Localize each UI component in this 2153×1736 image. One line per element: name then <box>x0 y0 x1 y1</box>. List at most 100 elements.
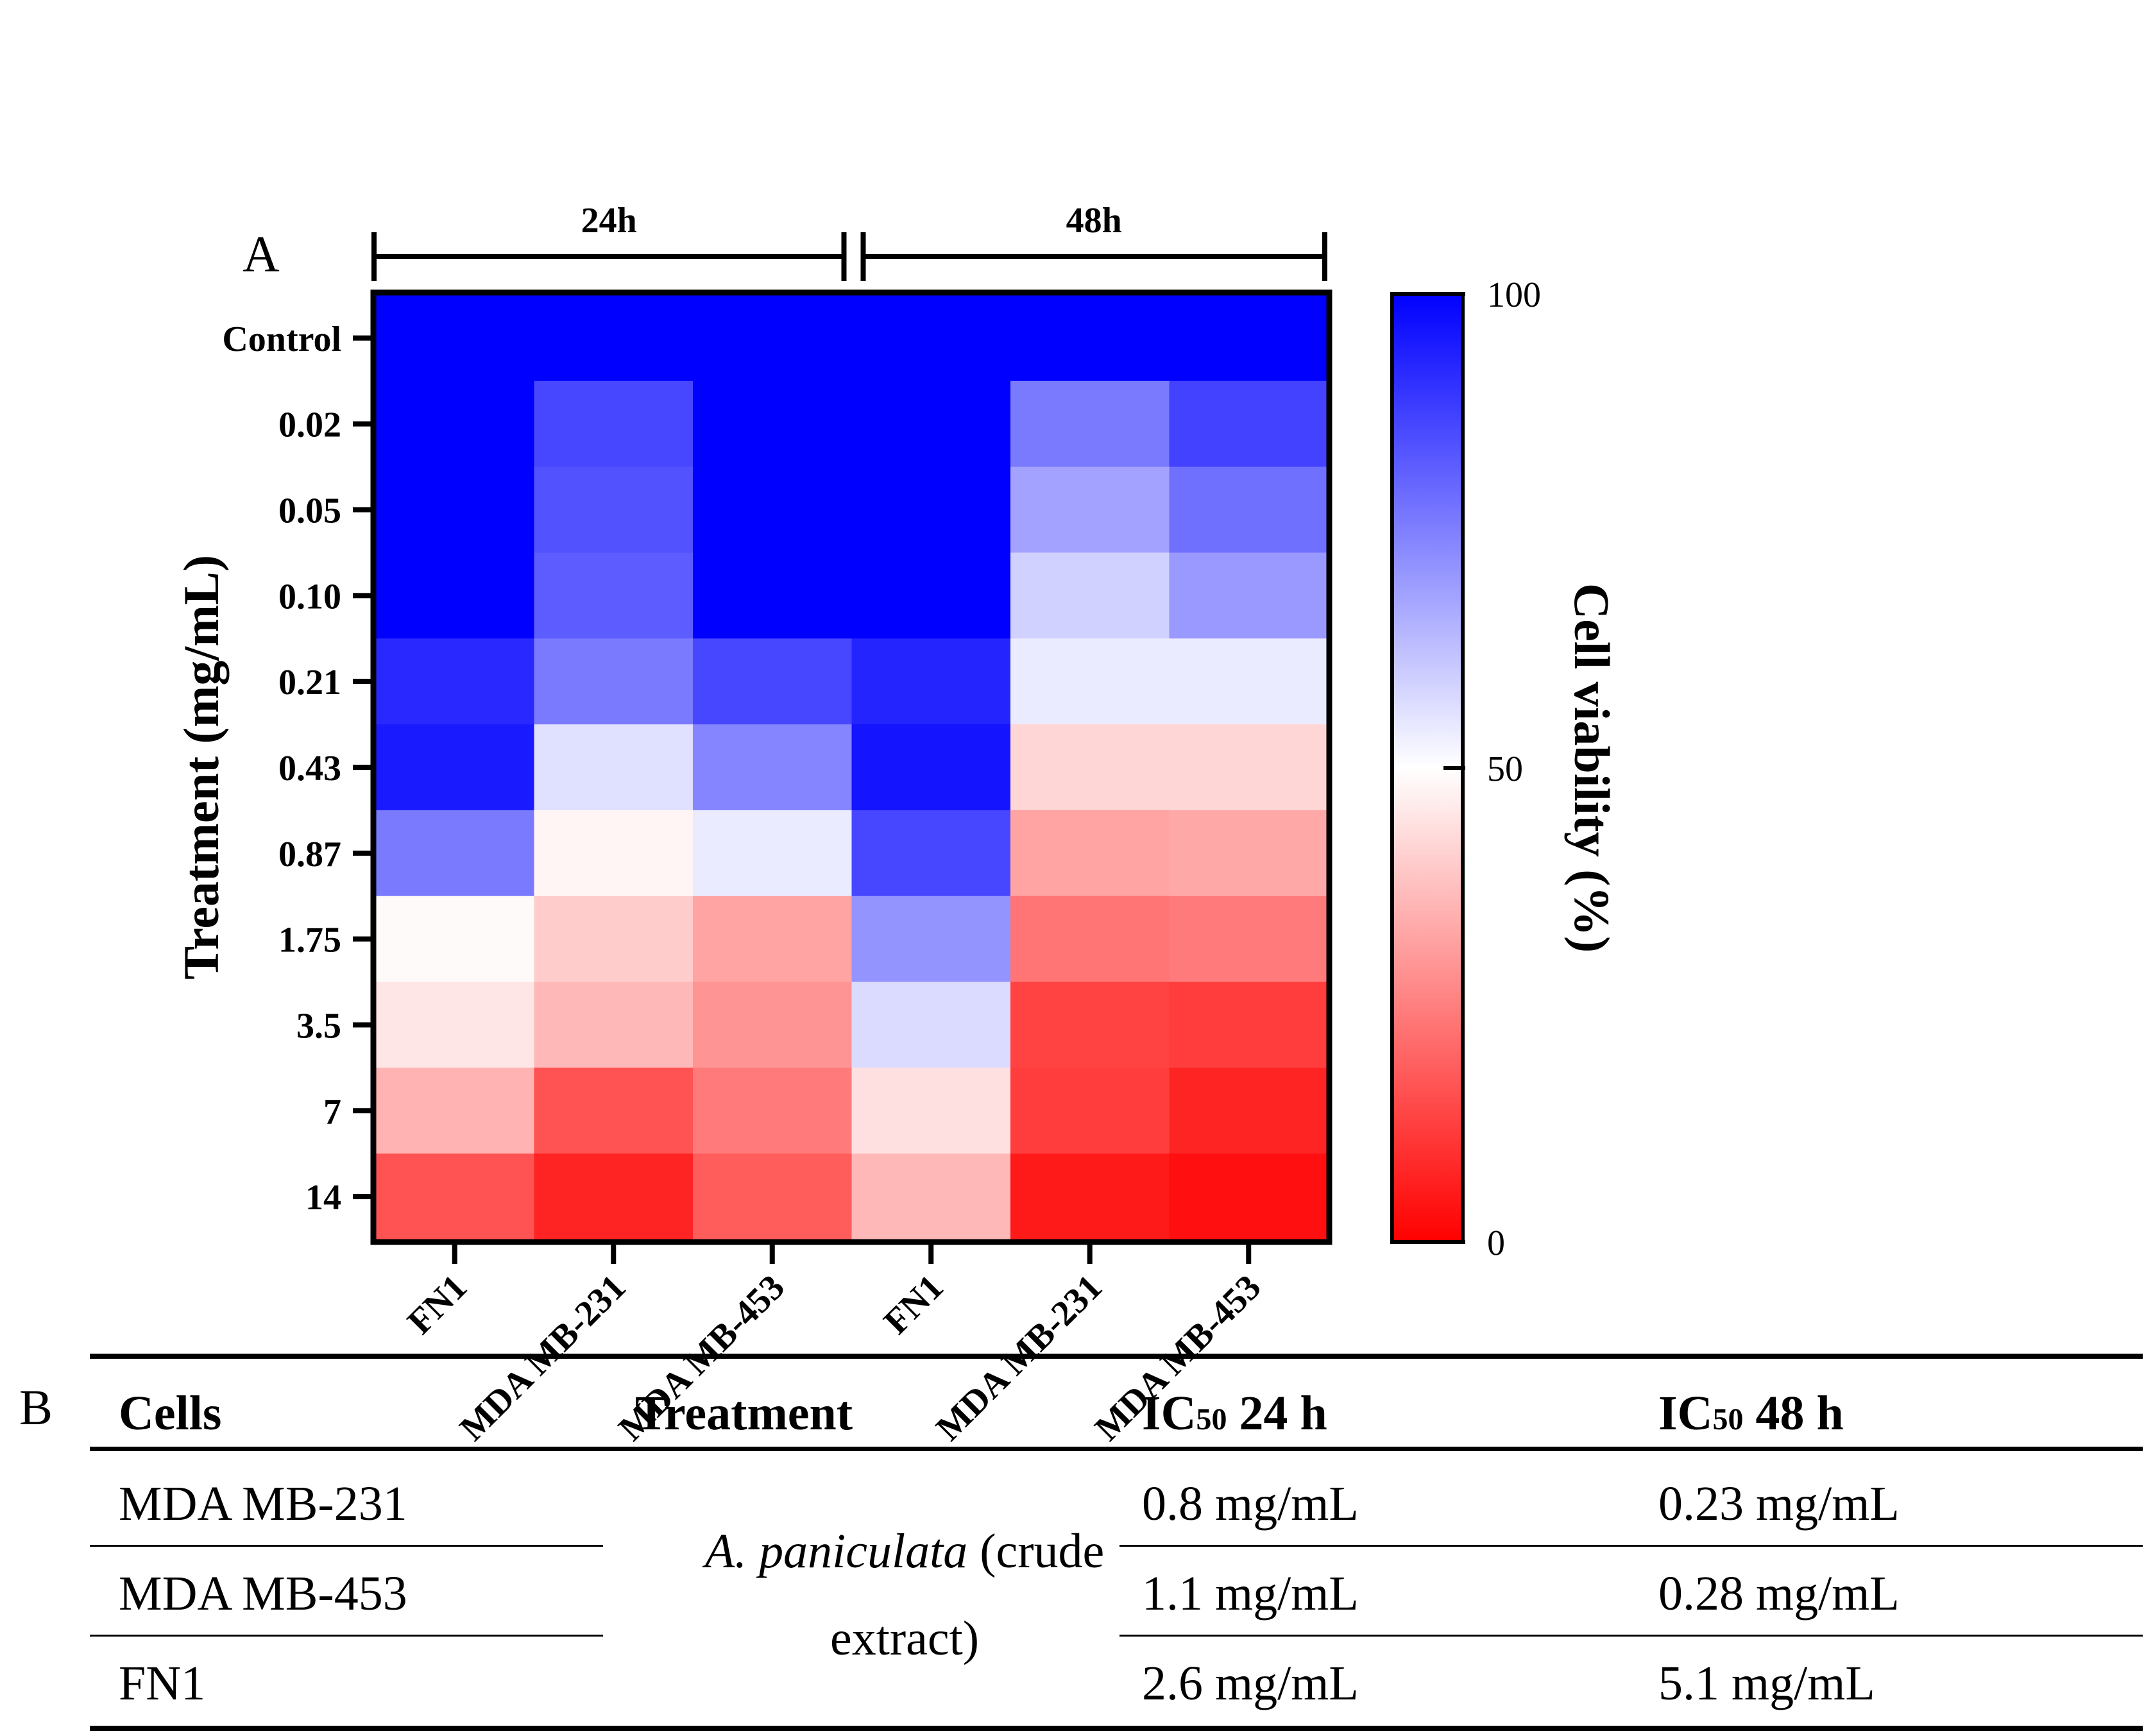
heatmap-cell <box>851 1068 1011 1154</box>
heatmap-cell <box>693 295 853 382</box>
row-ic24: 2.6 mg/mL <box>1142 1656 1359 1710</box>
heatmap-cell <box>375 380 535 468</box>
panel-b-label: B <box>19 1379 53 1435</box>
heatmap-cell <box>534 466 694 554</box>
ic24-prefix: IC <box>1142 1386 1196 1440</box>
heatmap-cell <box>534 724 694 811</box>
y-tick-label: 0.21 <box>278 663 341 702</box>
y-tick-label: 0.87 <box>278 835 341 874</box>
treatment-line-2: extract) <box>830 1612 980 1665</box>
ic24-subscript: 50 <box>1196 1402 1227 1436</box>
group-brackets: 24h 48h <box>371 201 1327 281</box>
heatmap-cell <box>375 1068 535 1154</box>
y-tick-label: 7 <box>323 1092 341 1132</box>
heatmap-cell <box>851 1153 1011 1240</box>
colorbar-tick-label: 50 <box>1487 749 1523 789</box>
y-tick-label: 0.43 <box>278 749 341 788</box>
heatmap-cell <box>851 552 1011 640</box>
heatmap-cell <box>1169 982 1329 1069</box>
y-tick-group: Control 0.02 0.05 0.10 0.21 0.43 0.87 1.75 3.5 7 1… <box>222 319 373 1218</box>
heatmap-cell <box>534 1068 694 1154</box>
y-tick-label: 0.02 <box>278 405 341 445</box>
heatmap-cell <box>693 724 853 811</box>
heatmap-cell <box>693 810 853 897</box>
heatmap-cell <box>534 295 694 382</box>
header-ic50-24h: IC50 24 h <box>1142 1389 1327 1438</box>
ic48-subscript: 50 <box>1712 1402 1744 1436</box>
heatmap-cell <box>1169 552 1329 640</box>
heatmap-cell <box>693 380 853 468</box>
row-cell-name: FN1 <box>119 1656 206 1710</box>
heatmap-cell <box>375 896 535 983</box>
treatment-line-1-rest: (crude <box>967 1524 1105 1578</box>
heatmap-cell <box>1169 380 1329 468</box>
heatmap-cell <box>693 1068 853 1154</box>
heatmap-cell <box>693 638 853 725</box>
row-ic24: 0.8 mg/mL <box>1142 1477 1359 1531</box>
heatmap-cell <box>851 810 1011 897</box>
treatment-cell: A. paniculata (crude extract) <box>616 1508 1193 1682</box>
heatmap-cell <box>375 982 535 1069</box>
heatmap-cell <box>1010 552 1170 640</box>
y-tick-label: 1.75 <box>278 921 341 960</box>
heatmap-cell <box>1010 466 1170 554</box>
ic48-suffix: 48 h <box>1743 1386 1844 1440</box>
heatmap-cell <box>1169 295 1329 382</box>
table-bottom-rule <box>90 1726 2143 1731</box>
row-ic48: 5.1 mg/mL <box>1658 1656 1875 1710</box>
row-ic24: 1.1 mg/mL <box>1142 1567 1359 1621</box>
header-treatment: Treatment <box>635 1386 853 1440</box>
heatmap-cell <box>693 982 853 1069</box>
heatmap-cell <box>375 638 535 725</box>
row-divider-right <box>1119 1545 2143 1547</box>
y-tick-label: 14 <box>305 1178 341 1218</box>
x-tick-label: FN1 <box>400 1267 475 1341</box>
row-ic48: 0.28 mg/mL <box>1658 1567 1900 1621</box>
heatmap-cell <box>534 810 694 897</box>
row-cell-name: MDA MB-231 <box>119 1477 407 1531</box>
heatmap-cell <box>534 896 694 983</box>
ic24-suffix: 24 h <box>1227 1386 1327 1440</box>
heatmap-cell <box>851 380 1011 468</box>
heatmap-cell <box>1169 896 1329 983</box>
colorbar-ticks: 100 50 0 <box>1443 275 1541 1263</box>
group-label: 48h <box>1066 201 1122 241</box>
heatmap-cell <box>851 896 1011 983</box>
heatmap-cell <box>1010 810 1170 897</box>
y-tick-label: Control <box>222 319 341 359</box>
y-tick-label: 0.05 <box>278 491 341 531</box>
heatmap-cell <box>375 810 535 897</box>
heatmap-cell <box>1169 1068 1329 1154</box>
y-tick-label: 0.10 <box>278 577 341 617</box>
heatmap-cell <box>1010 295 1170 382</box>
group-label: 24h <box>581 201 637 241</box>
row-divider-right <box>1119 1635 2143 1637</box>
heatmap-cell <box>1010 1153 1170 1240</box>
heatmap-cell <box>1010 380 1170 468</box>
heatmap-cell <box>375 1153 535 1240</box>
row-divider-left <box>90 1635 603 1637</box>
heatmap-cell <box>375 466 535 554</box>
heatmap-cell <box>1010 638 1170 725</box>
heatmap-cell <box>693 1153 853 1240</box>
heatmap-cell <box>851 466 1011 554</box>
heatmap-cell <box>1169 1153 1329 1240</box>
row-divider-left <box>90 1545 603 1547</box>
heatmap-cell <box>1010 1068 1170 1154</box>
x-tick-label: FN1 <box>876 1267 951 1341</box>
heatmap-cell <box>375 295 535 382</box>
colorbar-tick-label: 100 <box>1487 275 1541 315</box>
heatmap-cell <box>1010 724 1170 811</box>
species-name: A. paniculata <box>704 1524 968 1578</box>
ic50-table: Cells Treatment IC50 24 h IC50 48 h MDA … <box>90 1354 2143 1732</box>
table-header-rule <box>90 1447 2143 1451</box>
heatmap-cell <box>1169 638 1329 725</box>
y-axis-label: Treatment (mg/mL) <box>173 555 229 980</box>
treatment-line-1: A. paniculata (crude <box>616 1508 1193 1595</box>
heatmap-cell <box>534 380 694 468</box>
heatmap-cell <box>534 1153 694 1240</box>
heatmap-cell <box>375 724 535 811</box>
heatmap-cell <box>693 552 853 640</box>
ic48-prefix: IC <box>1658 1386 1713 1440</box>
